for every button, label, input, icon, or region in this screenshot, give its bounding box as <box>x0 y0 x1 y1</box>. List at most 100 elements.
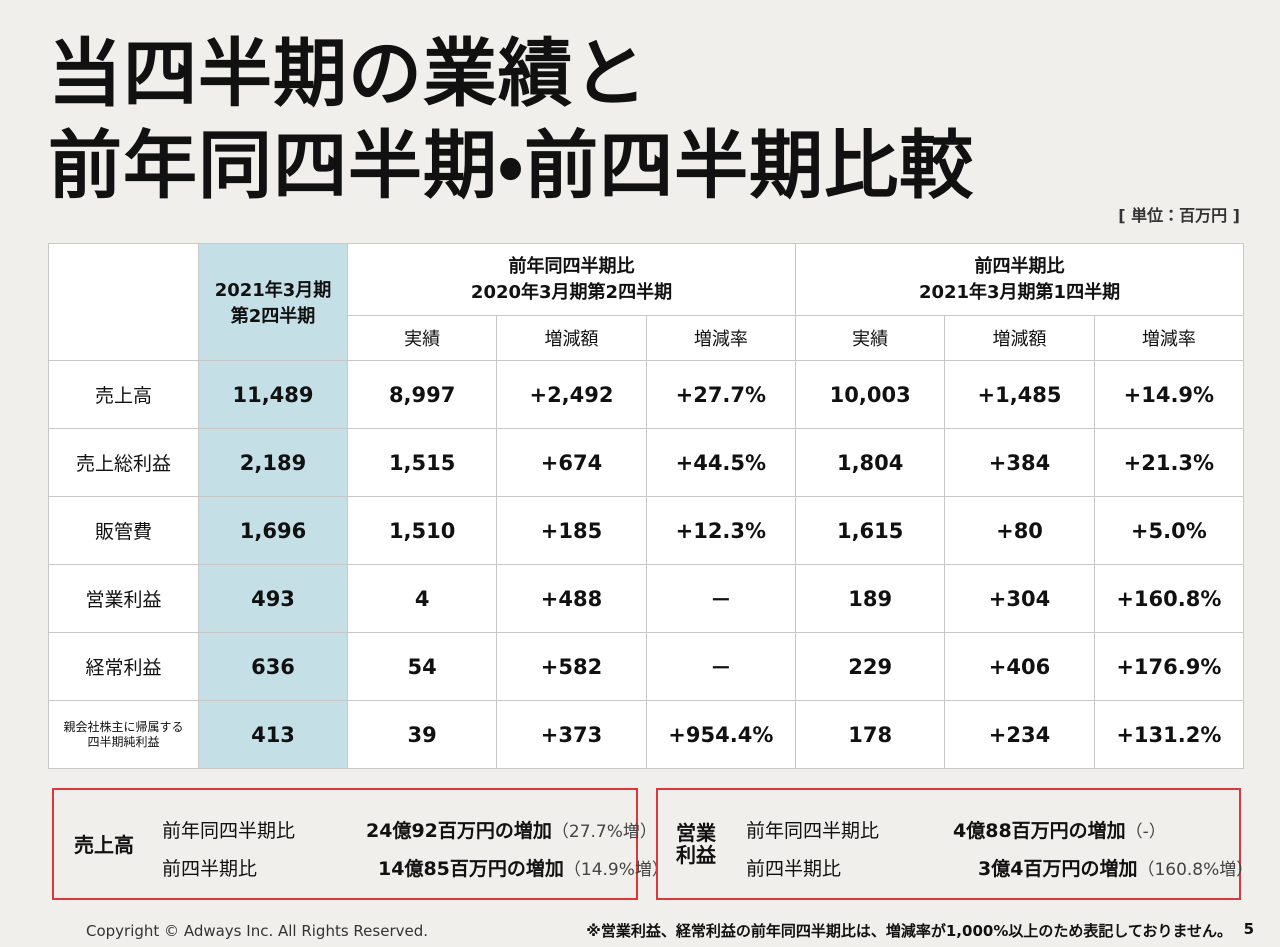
summary-title-line: 利益 <box>676 843 716 867</box>
page-number: 5 <box>1243 920 1254 938</box>
title-line: 前年同四半期・前四半期比較 <box>48 123 975 209</box>
summary-text: 3億4百万円の増加 <box>978 858 1138 880</box>
cell-value: 1,510 <box>346 496 498 565</box>
row-label-line: 販管費 <box>94 521 152 543</box>
header-line: 2021年3月期 <box>214 280 332 301</box>
cell-value: +131.2% <box>1093 700 1245 769</box>
summary-note: （160.8%増） <box>1137 860 1254 880</box>
cell-value: 54 <box>346 632 498 701</box>
cell-value: +488 <box>496 564 647 633</box>
cell-value: +384 <box>944 428 1095 497</box>
group-period: 2020年3月期第2四半期 <box>470 281 673 303</box>
results-table: 2021年3月期 第2四半期 前年同四半期比 2020年3月期第2四半期 前四半期比 20… <box>48 243 1245 769</box>
summary-text: 4億88百万円の増加 <box>953 820 1126 842</box>
summary-text: 24億92百万円の増加 <box>366 820 552 842</box>
footnote: ※営業利益、経常利益の前年同四半期比は、増減率が1,000%以上のため表記してお… <box>586 922 1232 940</box>
group-header: 前年同四半期比 2020年3月期第2四半期 <box>346 243 797 316</box>
row-label-line: 売上高 <box>94 385 152 407</box>
cell-value: 1,615 <box>795 496 946 565</box>
cell-value: +2,492 <box>496 360 647 429</box>
cell-value: +80 <box>944 496 1095 565</box>
group-title: 前年同四半期比 <box>508 255 635 277</box>
column-header: 増減額 <box>944 315 1095 361</box>
data-row: 売上高 11,489 8,997 +2,492 +27.7% 10,003 +1,485 +1… <box>48 360 1245 429</box>
column-header: 実績 <box>795 315 946 361</box>
summary-item: 前四半期比 3億4百万円の増加（160.8%増） <box>746 854 1253 881</box>
row-label: 経常利益 <box>48 632 199 701</box>
summary-box: 売上高 前年同四半期比 24億92百万円の増加（27.7%増） 前四半期比 14億85百… <box>52 788 669 900</box>
cell-value: +14.9% <box>1093 360 1245 429</box>
subheader-row: 実績 増減額 増減率 実績 増減額 増減率 <box>49 315 1245 361</box>
row-label-line: 四半期純利益 <box>87 734 160 749</box>
summary-item: 前年同四半期比 4億88百万円の増加（-） <box>746 816 1166 843</box>
cell-value: +5.0% <box>1093 496 1245 565</box>
summary-label: 前四半期比 <box>162 858 258 880</box>
summary-title-line: 売上高 <box>74 833 134 857</box>
title: 当四半期の業績と 前年同四半期・前四半期比較 <box>48 28 974 212</box>
cell-value: － <box>645 564 797 633</box>
summary-item: 前年同四半期比 24億92百万円の増加（27.7%増） <box>162 816 657 843</box>
group-title: 前四半期比 <box>974 255 1065 277</box>
cell-value: 413 <box>198 700 348 769</box>
cell-value: +176.9% <box>1093 632 1245 701</box>
cell-value: +373 <box>496 700 647 769</box>
cell-value: +160.8% <box>1093 564 1245 633</box>
summary-note: （-） <box>1125 822 1166 842</box>
data-row: 親会社株主に帰属する 四半期純利益 413 39 +373 +954.4% 178 +234 +… <box>48 700 1245 769</box>
summary-label: 前年同四半期比 <box>162 820 296 842</box>
cell-value: 636 <box>198 632 348 701</box>
cell-value: 2,189 <box>198 428 348 497</box>
data-row: 営業利益 493 4 +488 － 189 +304 +160.8% <box>48 564 1245 633</box>
copyright: Copyright © Adways Inc. All Rights Reser… <box>86 922 429 940</box>
cell-value: 8,997 <box>346 360 498 429</box>
cell-value: 1,804 <box>795 428 946 497</box>
cell-value: +1,485 <box>944 360 1095 429</box>
cell-value: － <box>645 632 797 701</box>
row-label: 売上総利益 <box>48 428 199 497</box>
cell-value: 10,003 <box>795 360 946 429</box>
group-period: 2021年3月期第1四半期 <box>918 281 1121 303</box>
unit-note: [ 単位：百万円 ] <box>1118 206 1240 225</box>
data-row: 経常利益 636 54 +582 － 229 +406 +176.9% <box>48 632 1245 701</box>
header-row: 2021年3月期 第2四半期 前年同四半期比 2020年3月期第2四半期 前四半期比 20… <box>48 243 1245 361</box>
summary-label: 前年同四半期比 <box>746 820 880 842</box>
summary-title: 売上高 <box>74 834 134 856</box>
cell-value: +954.4% <box>645 700 797 769</box>
cell-value: +27.7% <box>645 360 797 429</box>
cell-value: 493 <box>198 564 348 633</box>
cell-value: 178 <box>795 700 946 769</box>
cell-value: +674 <box>496 428 647 497</box>
summary-note: （27.7%増） <box>551 822 657 842</box>
cell-value: 4 <box>346 564 498 633</box>
summary-note: （14.9%増） <box>563 860 669 880</box>
header-line: 第2四半期 <box>230 306 316 327</box>
cell-value: 1,515 <box>346 428 498 497</box>
cell-value: 11,489 <box>198 360 348 429</box>
column-header: 増減額 <box>496 315 647 361</box>
cell-value: +44.5% <box>645 428 797 497</box>
summary-label: 前四半期比 <box>746 858 842 880</box>
cell-value: +304 <box>944 564 1095 633</box>
column-header: 増減率 <box>1093 315 1245 361</box>
cell-value: +185 <box>496 496 647 565</box>
column-header: 増減率 <box>645 315 797 361</box>
current-period-header: 2021年3月期 第2四半期 <box>198 243 348 361</box>
summary-box: 営業 利益 前年同四半期比 4億88百万円の増加（-） 前四半期比 3億4百万円の増加（1… <box>656 788 1253 900</box>
cell-value: +234 <box>944 700 1095 769</box>
data-row: 販管費 1,696 1,510 +185 +12.3% 1,615 +80 +5.0% <box>48 496 1245 565</box>
row-label-line: 親会社株主に帰属する <box>63 719 184 734</box>
summary-title: 営業 利益 <box>676 822 716 866</box>
cell-value: +582 <box>496 632 647 701</box>
cell-value: 39 <box>346 700 498 769</box>
summary-text: 14億85百万円の増加 <box>378 858 564 880</box>
title-line: 当四半期の業績と <box>48 31 648 117</box>
summary-title-line: 営業 <box>676 821 716 845</box>
cell-value: 229 <box>795 632 946 701</box>
group-header: 前四半期比 2021年3月期第1四半期 <box>795 243 1245 316</box>
row-label-line: 営業利益 <box>85 589 162 611</box>
cell-value: +12.3% <box>645 496 797 565</box>
corner-cell <box>48 243 199 361</box>
data-row: 売上総利益 2,189 1,515 +674 +44.5% 1,804 +384 +21.3% <box>48 428 1245 497</box>
column-header: 実績 <box>346 315 498 361</box>
